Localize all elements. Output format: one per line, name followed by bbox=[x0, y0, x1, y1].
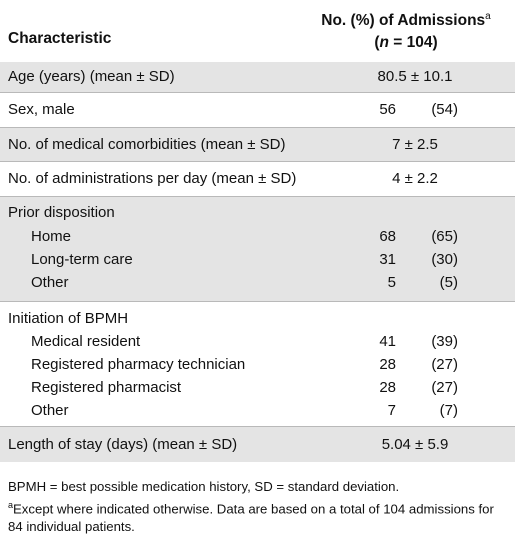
row-label: Age (years) (mean ± SD) bbox=[8, 68, 175, 85]
list-item-count: 28 bbox=[379, 379, 396, 396]
row-label: Length of stay (days) (mean ± SD) bbox=[8, 436, 238, 453]
list-item-percent: (39) bbox=[431, 333, 458, 350]
list-item-percent: (5) bbox=[439, 274, 458, 291]
list-item-percent: (27) bbox=[431, 379, 458, 396]
row-administrations: No. of administrations per day (mean ± S… bbox=[0, 162, 515, 197]
table-footnotes: BPMH = best possible medication history,… bbox=[8, 478, 508, 536]
list-item-label: Other bbox=[31, 402, 69, 419]
list-item-count: 31 bbox=[379, 251, 396, 268]
list-item-count: 41 bbox=[379, 333, 396, 350]
footnote-marker: a bbox=[8, 500, 14, 510]
row-value: 80.5 ± 10.1 bbox=[377, 68, 453, 85]
list-item-label: Long-term care bbox=[31, 251, 133, 268]
row-label: No. of medical comorbidities (mean ± SD) bbox=[8, 136, 286, 153]
group-label: Initiation of BPMH bbox=[8, 310, 129, 327]
table-header: Characteristic No. (%) of Admissionsa (n… bbox=[0, 0, 515, 63]
list-item-label: Home bbox=[31, 228, 72, 245]
row-group-prior-disposition: Prior disposition Home 68 (65) Long-term… bbox=[0, 197, 515, 302]
row-value: 5.04 ± 5.9 bbox=[381, 436, 449, 453]
footnote-a-text: Except where indicated otherwise. Data a… bbox=[8, 501, 494, 535]
admissions-title: No. (%) of Admissions bbox=[321, 12, 486, 30]
row-label: Sex, male bbox=[8, 101, 75, 118]
row-label: No. of administrations per day (mean ± S… bbox=[8, 170, 297, 187]
list-item-label: Medical resident bbox=[31, 333, 141, 350]
row-comorbidities: No. of medical comorbidities (mean ± SD)… bbox=[0, 128, 515, 162]
row-percent: (54) bbox=[431, 101, 458, 118]
n-value: = 104 bbox=[388, 34, 433, 52]
admissions-header: No. (%) of Admissionsa (n = 104) bbox=[300, 6, 512, 54]
list-item-count: 7 bbox=[387, 402, 396, 419]
list-item-percent: (30) bbox=[431, 251, 458, 268]
list-item-percent: (65) bbox=[431, 228, 458, 245]
n-label: n bbox=[379, 34, 389, 52]
close-paren: ) bbox=[432, 34, 438, 52]
list-item-label: Registered pharmacist bbox=[31, 379, 182, 396]
row-group-initiation: Initiation of BPMH Medical resident 41 (… bbox=[0, 302, 515, 427]
list-item-percent: (7) bbox=[439, 402, 458, 419]
row-sex: Sex, male 56 (54) bbox=[0, 93, 515, 128]
row-count: 56 bbox=[379, 101, 396, 118]
footnote-abbreviations: BPMH = best possible medication history,… bbox=[8, 479, 400, 494]
footnote-marker-a: a bbox=[485, 11, 491, 22]
list-item-label: Other bbox=[31, 274, 69, 291]
list-item-count: 68 bbox=[379, 228, 396, 245]
group-label: Prior disposition bbox=[8, 204, 115, 221]
row-value: 7 ± 2.5 bbox=[392, 136, 438, 153]
row-age: Age (years) (mean ± SD) 80.5 ± 10.1 bbox=[0, 62, 515, 93]
open-paren: ( bbox=[374, 34, 380, 52]
list-item-label: Registered pharmacy technician bbox=[31, 356, 246, 373]
characteristic-header: Characteristic bbox=[8, 30, 112, 47]
list-item-percent: (27) bbox=[431, 356, 458, 373]
list-item-count: 5 bbox=[387, 274, 396, 291]
list-item-count: 28 bbox=[379, 356, 396, 373]
footnote-a: aExcept where indicated otherwise. Data … bbox=[8, 496, 508, 536]
row-length-of-stay: Length of stay (days) (mean ± SD) 5.04 ±… bbox=[0, 427, 515, 462]
row-value: 4 ± 2.2 bbox=[392, 170, 438, 187]
